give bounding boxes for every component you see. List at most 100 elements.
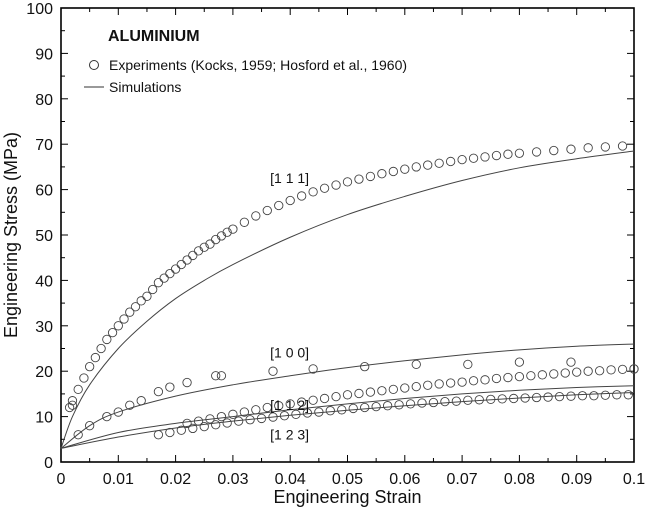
experiment-point (468, 376, 479, 386)
experiment-point (73, 384, 83, 395)
simulation-line (60, 150, 635, 449)
experiment-point (617, 364, 628, 375)
x-tick-label: 0.08 (504, 471, 535, 488)
experiment-point (239, 407, 250, 417)
experiment-point (623, 390, 633, 400)
plot-frame (60, 7, 635, 463)
experiment-point (325, 406, 335, 416)
experiment-point (360, 402, 370, 413)
experiment-point (285, 195, 295, 206)
experiment-point (268, 412, 278, 422)
experiment-point (566, 357, 576, 367)
experiment-point (377, 169, 387, 179)
experiment-point (302, 408, 313, 418)
experiment-point (188, 423, 198, 434)
experiment-point (463, 395, 473, 405)
y-tick-label: 60 (35, 183, 53, 200)
experiment-point (251, 211, 261, 221)
experiment-point (531, 392, 542, 403)
experiment-point (136, 396, 146, 406)
experiment-point (434, 379, 444, 389)
legend-title: ALUMINIUM (108, 28, 200, 45)
experiment-point (285, 399, 295, 409)
experiment-point (543, 392, 553, 402)
experiment-point (182, 255, 192, 265)
orientation-label: [1 1 1] (270, 170, 309, 186)
axis-tick-labels: 0 0.01 0.02 0.03 0.04 0.05 0.06 0.07 0.08 0.09 0.1… (26, 1, 645, 488)
experiment-point (600, 142, 610, 152)
experiment-point (342, 390, 353, 400)
experiment-point (245, 415, 255, 425)
experiment-point (251, 405, 261, 415)
experiment-point (520, 393, 530, 403)
experiment-point (445, 156, 456, 167)
experiment-point (405, 399, 416, 409)
experiment-point (85, 362, 95, 372)
experiment-point (216, 371, 227, 381)
experiment-point (491, 373, 502, 384)
experiment-point (354, 174, 364, 184)
experiment-point (228, 409, 238, 419)
experiment-point (262, 205, 272, 216)
experiment-point (417, 398, 427, 408)
experiment-point (136, 296, 146, 306)
experiment-point (468, 153, 479, 163)
y-tick-label: 50 (35, 228, 53, 245)
experiment-point (96, 343, 106, 354)
experiment-point (577, 391, 588, 401)
experiment-point (308, 187, 318, 197)
simulation-line (60, 343, 635, 449)
experiment-point (291, 409, 301, 419)
experiment-point (262, 402, 272, 413)
y-tick-label: 30 (35, 319, 53, 336)
experiment-point (445, 378, 456, 388)
y-tick-label: 20 (35, 364, 53, 381)
experiment-point (514, 371, 525, 382)
experiment-point (222, 418, 232, 428)
experiment-point (549, 145, 559, 156)
experiment-point (531, 147, 542, 157)
experiment-point (165, 382, 175, 392)
experiment-point (64, 402, 75, 413)
experiment-point (188, 250, 198, 261)
experiment-point (268, 366, 278, 376)
x-tick-label: 0.04 (275, 471, 306, 488)
experiment-point (279, 411, 290, 421)
experiment-point (503, 372, 513, 383)
experiment-point (107, 327, 118, 338)
experiment-point (119, 314, 129, 324)
experiment-point (434, 158, 444, 168)
experiment-point (423, 160, 433, 170)
experiment-point (176, 425, 186, 435)
experiment-point (113, 407, 123, 417)
axis-ticks (60, 7, 635, 463)
experiment-point (583, 366, 593, 376)
experiment-point (90, 352, 101, 363)
experiment-point (125, 400, 135, 410)
y-tick-label: 70 (35, 137, 53, 154)
x-tick-label: 0.1 (623, 471, 645, 488)
y-axis-title: Engineering Stress (MPa) (1, 132, 21, 338)
experiment-point (308, 395, 318, 405)
experiment-point (612, 390, 622, 400)
experiment-point (67, 400, 78, 410)
experiment-point (365, 171, 376, 182)
experiment-point (331, 391, 341, 402)
experiment-point (193, 416, 204, 426)
experiment-point (428, 397, 439, 408)
experiment-point (113, 321, 123, 331)
experiment-point (142, 291, 152, 301)
experiment-point (360, 362, 370, 372)
experiment-point (342, 177, 353, 187)
experiment-point (480, 152, 490, 162)
experiment-point (382, 401, 393, 411)
experiment-point (411, 359, 421, 370)
experiment-point (549, 369, 559, 379)
experiment-point (130, 302, 141, 312)
experiment-point (629, 364, 639, 374)
experiment-point (423, 380, 433, 390)
experiment-point (537, 370, 547, 380)
experiment-point (457, 377, 467, 387)
experiment-point (509, 393, 519, 404)
